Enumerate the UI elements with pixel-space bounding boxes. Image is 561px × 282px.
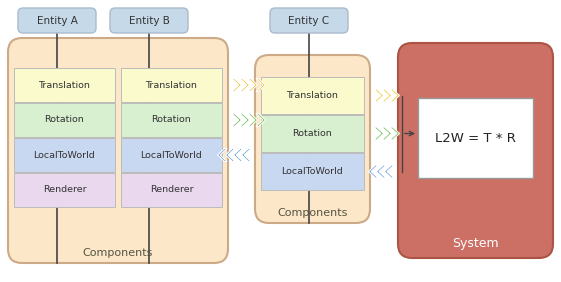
FancyBboxPatch shape [398,43,553,258]
Text: Translation: Translation [145,80,197,89]
FancyBboxPatch shape [255,55,370,223]
Polygon shape [232,78,241,91]
Text: Rotation: Rotation [45,116,84,124]
Polygon shape [240,113,250,127]
Bar [14,68,115,102]
Text: Components: Components [83,248,153,258]
Text: Entity C: Entity C [288,16,329,25]
Polygon shape [233,149,243,162]
Polygon shape [226,149,235,162]
Polygon shape [242,149,251,162]
Polygon shape [382,127,392,140]
Polygon shape [384,165,394,178]
Bar [14,103,115,137]
Bar [121,173,222,207]
Bar [261,115,364,152]
Bar [261,153,364,190]
Polygon shape [369,165,378,178]
Bar [121,68,222,102]
Text: Renderer: Renderer [43,186,86,195]
Bar [14,173,115,207]
FancyBboxPatch shape [270,8,348,33]
Polygon shape [256,113,265,127]
Bar [121,103,222,137]
Polygon shape [390,127,399,140]
Bar [261,77,364,114]
Bar [418,98,533,178]
Polygon shape [218,149,227,162]
FancyBboxPatch shape [110,8,188,33]
Text: LocalToWorld: LocalToWorld [141,151,203,160]
Polygon shape [248,113,257,127]
Bar [121,138,222,172]
Polygon shape [376,165,386,178]
FancyBboxPatch shape [18,8,96,33]
Text: Translation: Translation [287,91,338,100]
Text: System: System [452,237,499,250]
FancyBboxPatch shape [8,38,228,263]
Text: Rotation: Rotation [293,129,332,138]
Bar [14,138,115,172]
Text: Entity B: Entity B [128,16,169,25]
Text: Entity A: Entity A [36,16,77,25]
Polygon shape [232,113,241,127]
Text: LocalToWorld: LocalToWorld [34,151,95,160]
Text: LocalToWorld: LocalToWorld [282,167,343,176]
Text: Translation: Translation [39,80,90,89]
Polygon shape [374,89,384,102]
Polygon shape [248,78,257,91]
Polygon shape [374,127,384,140]
Polygon shape [382,89,392,102]
Polygon shape [256,78,265,91]
Polygon shape [240,78,250,91]
Text: Rotation: Rotation [151,116,191,124]
Polygon shape [390,89,399,102]
Text: Components: Components [277,208,348,218]
Text: Renderer: Renderer [150,186,194,195]
Text: L2W = T * R: L2W = T * R [435,131,516,144]
